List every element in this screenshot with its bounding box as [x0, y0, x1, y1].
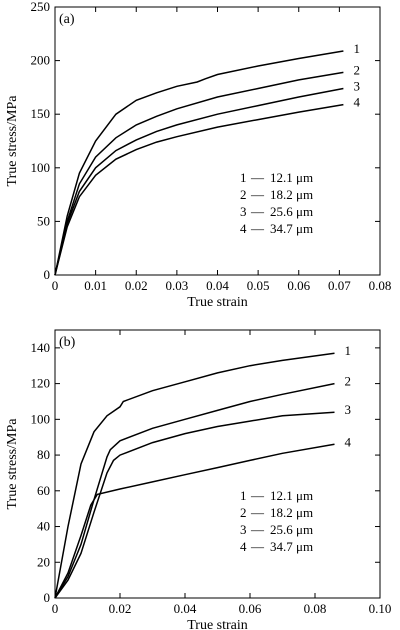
y-tick-label: 50 [37, 213, 50, 228]
legend-entry: 34.7 μm [270, 221, 313, 236]
series-number-label-2: 2 [353, 62, 360, 77]
y-tick-label: 80 [37, 447, 50, 462]
series-number-label-4: 4 [353, 95, 360, 110]
x-tick-label: 0.06 [287, 278, 310, 293]
y-tick-label: 120 [31, 376, 51, 391]
legend-entry: 18.2 μm [270, 187, 313, 202]
series-number-label-1: 1 [345, 343, 352, 358]
y-tick-label: 250 [31, 0, 51, 14]
legend-number: 3 [240, 522, 247, 537]
legend-number: 2 [240, 187, 247, 202]
legend-entry: 25.6 μm [270, 522, 313, 537]
legend-entry: 25.6 μm [270, 204, 313, 219]
panel-b: 0 0.02 0.04 0.06 0.08 0.10 0 20 40 60 80 100 120 140 T… [5, 329, 392, 630]
series-line-1 [54, 352, 335, 599]
legend-number: 4 [240, 539, 247, 554]
legend-dash: — [250, 221, 265, 236]
legend-dash: — [250, 505, 265, 520]
series-number-label-1: 1 [353, 41, 360, 56]
legend-entry: 34.7 μm [270, 539, 313, 554]
series-line-3 [54, 87, 344, 276]
x-tick-label: 0.07 [328, 278, 351, 293]
x-axis-label: True strain [187, 295, 248, 310]
plot-frame [54, 6, 381, 276]
x-tick-label: 0.08 [369, 278, 392, 293]
panel-a: 0 0.01 0.02 0.03 0.04 0.05 0.06 0.07 0.08 0 50 100 1… [5, 0, 391, 310]
series-number-label-3: 3 [353, 78, 360, 93]
y-tick-label: 60 [37, 483, 50, 498]
x-axis-label: True strain [187, 618, 248, 630]
legend-number: 1 [240, 170, 247, 185]
series-line-2 [54, 71, 344, 276]
y-tick-label: 20 [37, 554, 50, 569]
x-tick-label: 0.04 [206, 278, 229, 293]
series-line-4 [54, 103, 344, 276]
panel-label: (a) [59, 12, 75, 27]
x-tick-label: 0.10 [369, 601, 392, 616]
x-tick-label: 0.08 [304, 601, 327, 616]
legend-number: 1 [240, 488, 247, 503]
y-tick-label: 0 [44, 590, 51, 605]
y-tick-label: 0 [44, 267, 51, 282]
series-line-4 [54, 443, 335, 599]
x-tick-label: 0.05 [247, 278, 270, 293]
legend-entry: 18.2 μm [270, 505, 313, 520]
y-tick-label: 150 [31, 106, 51, 121]
series-number-label-2: 2 [345, 374, 352, 389]
x-tick-label: 0.03 [166, 278, 189, 293]
legend-number: 3 [240, 204, 247, 219]
series-line-2 [54, 382, 335, 599]
series-number-label-3: 3 [345, 402, 352, 417]
legend-dash: — [250, 204, 265, 219]
series-line-1 [54, 50, 344, 276]
series-number-label-4: 4 [345, 434, 352, 449]
y-tick-label: 140 [31, 340, 51, 355]
x-tick-label: 0.01 [84, 278, 107, 293]
y-tick-label: 200 [31, 53, 51, 68]
y-tick-label: 100 [31, 160, 51, 175]
y-tick-label: 40 [37, 519, 50, 534]
x-tick-label: 0 [52, 278, 59, 293]
legend-number: 2 [240, 505, 247, 520]
legend-entry: 12.1 μm [270, 170, 313, 185]
x-tick-label: 0 [52, 601, 59, 616]
panel-label: (b) [59, 335, 76, 350]
legend-dash: — [250, 539, 265, 554]
legend-number: 4 [240, 221, 247, 236]
legend-dash: — [250, 170, 265, 185]
y-tick-label: 100 [31, 411, 51, 426]
x-tick-label: 0.04 [174, 601, 197, 616]
x-tick-label: 0.02 [109, 601, 132, 616]
y-axis-label: True stress/MPa [5, 95, 20, 187]
plot-frame [54, 329, 381, 599]
series-line-3 [54, 411, 335, 599]
legend-dash: — [250, 488, 265, 503]
x-tick-label: 0.06 [239, 601, 262, 616]
x-tick-label: 0.02 [125, 278, 148, 293]
y-axis-label: True stress/MPa [5, 418, 20, 510]
legend-dash: — [250, 522, 265, 537]
legend-entry: 12.1 μm [270, 488, 313, 503]
legend-dash: — [250, 187, 265, 202]
